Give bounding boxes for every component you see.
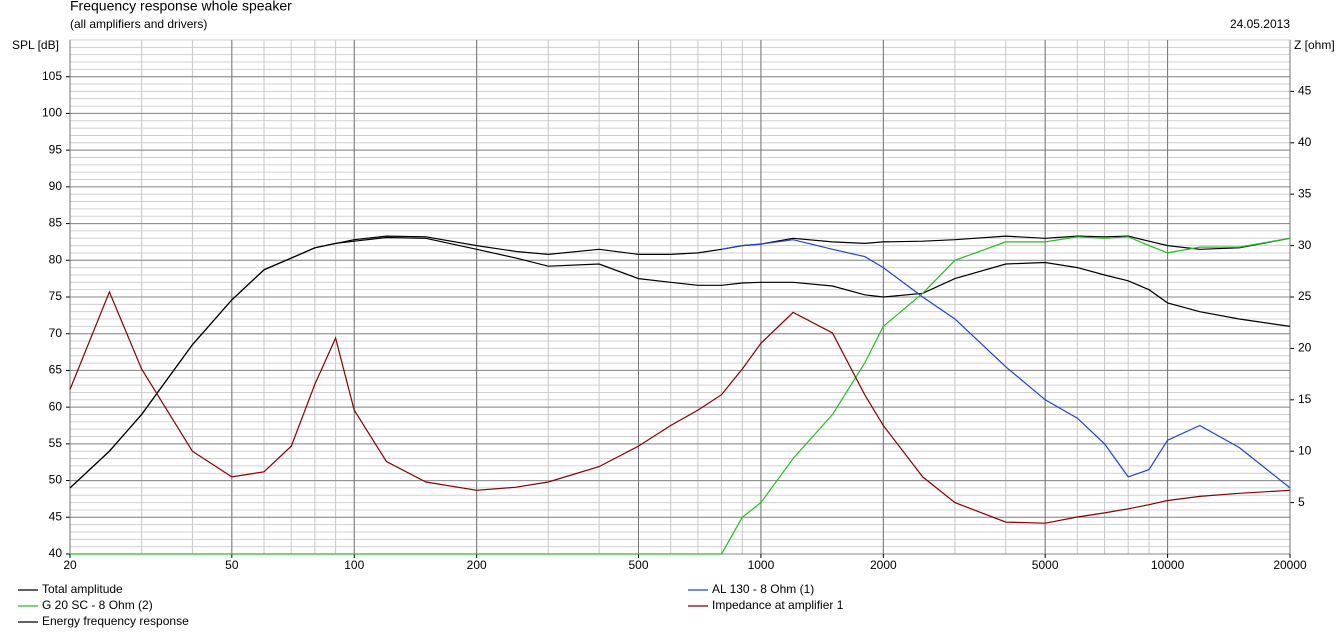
y2-tick-label: 10 <box>1298 443 1312 457</box>
y-tick-label: 105 <box>42 69 62 83</box>
legend-entry: Total amplitude <box>42 582 123 596</box>
y-tick-label: 90 <box>49 179 63 193</box>
y2-tick-label: 35 <box>1298 186 1312 200</box>
legend-entry: Impedance at amplifier 1 <box>712 598 844 612</box>
y2-tick-label: 40 <box>1298 135 1312 149</box>
y-tick-label: 80 <box>49 252 63 266</box>
y2-tick-label: 5 <box>1298 495 1305 509</box>
x-tick-label: 1000 <box>748 558 775 572</box>
y-tick-label: 60 <box>49 399 63 413</box>
legend-entry: Energy frequency response <box>42 614 189 628</box>
x-tick-label: 20000 <box>1273 558 1307 572</box>
y2-tick-label: 15 <box>1298 392 1312 406</box>
x-tick-label: 10000 <box>1151 558 1185 572</box>
y-tick-label: 40 <box>49 546 63 560</box>
series-line <box>69 290 1291 524</box>
y-tick-label: 55 <box>49 436 63 450</box>
chart-title: Frequency response whole speaker <box>70 0 292 14</box>
y-tick-label: 75 <box>49 289 63 303</box>
series-line <box>69 236 1291 489</box>
y-tick-label: 50 <box>49 473 63 487</box>
x-tick-label: 200 <box>467 558 487 572</box>
x-tick-label: 500 <box>628 558 648 572</box>
y-tick-label: 65 <box>49 363 63 377</box>
y-tick-label: 100 <box>42 106 62 120</box>
y-tick-label: 45 <box>49 509 63 523</box>
y2-tick-label: 45 <box>1298 84 1312 98</box>
x-tick-label: 50 <box>225 558 239 572</box>
x-tick-label: 5000 <box>1032 558 1059 572</box>
legend-entry: G 20 SC - 8 Ohm (2) <box>42 598 153 612</box>
y2-tick-label: 30 <box>1298 238 1312 252</box>
y-axis-label: SPL [dB] <box>12 38 59 52</box>
series-line <box>721 239 1291 489</box>
y2-tick-label: 25 <box>1298 289 1312 303</box>
x-tick-label: 20 <box>63 558 77 572</box>
y-tick-label: 70 <box>49 326 63 340</box>
y2-tick-label: 20 <box>1298 341 1312 355</box>
y2-axis-label: Z [ohm] <box>1294 38 1335 52</box>
x-tick-label: 2000 <box>870 558 897 572</box>
x-tick-label: 100 <box>344 558 364 572</box>
chart-subtitle: (all amplifiers and drivers) <box>70 17 207 31</box>
series-line <box>70 236 1291 555</box>
chart-date: 24.05.2013 <box>1230 17 1290 31</box>
y-tick-label: 95 <box>49 142 63 156</box>
legend-entry: AL 130 - 8 Ohm (1) <box>712 582 814 596</box>
y-tick-label: 85 <box>49 216 63 230</box>
